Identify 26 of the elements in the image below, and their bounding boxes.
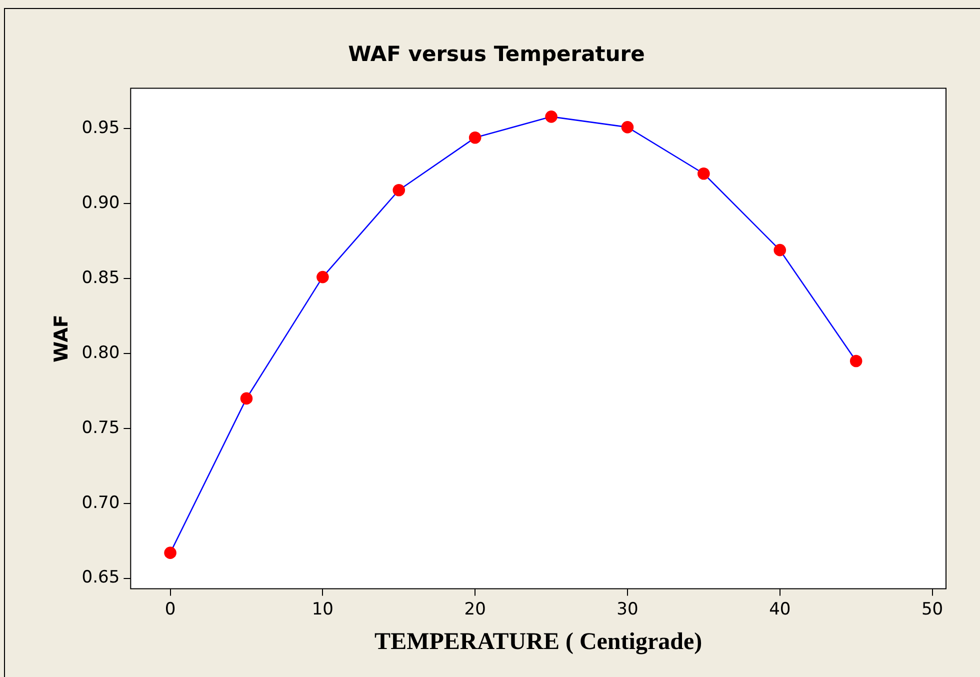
- y-tick-label: 0.65: [82, 568, 120, 588]
- y-tick-label: 0.80: [82, 342, 120, 363]
- point: [621, 121, 634, 134]
- point: [392, 184, 406, 196]
- y-tick-label: 0.95: [82, 118, 120, 138]
- point: [164, 546, 176, 559]
- x-tick-label: 50: [921, 599, 944, 620]
- point: [240, 392, 253, 405]
- point: [468, 132, 482, 144]
- point: [850, 354, 862, 368]
- y-tick-label: 0.90: [82, 193, 120, 214]
- x-tick-label: 30: [616, 599, 638, 620]
- x-axis-title: TEMPERATURE ( Centigrade): [374, 628, 702, 655]
- y-tick-label: 0.70: [82, 492, 120, 513]
- x-tick-label: 40: [769, 599, 791, 620]
- x-tick-label: 0: [164, 599, 176, 620]
- x-tick-label: 20: [464, 599, 486, 620]
- chart-title: WAF versus Temperature: [348, 42, 645, 66]
- point: [545, 110, 558, 123]
- y-axis-title: WAF: [50, 314, 72, 362]
- point: [698, 167, 710, 180]
- x-tick-label: 10: [312, 599, 334, 620]
- y-tick-label: 0.75: [82, 418, 120, 438]
- point: [316, 270, 329, 284]
- y-tick-label: 0.85: [82, 268, 120, 288]
- point: [774, 244, 786, 256]
